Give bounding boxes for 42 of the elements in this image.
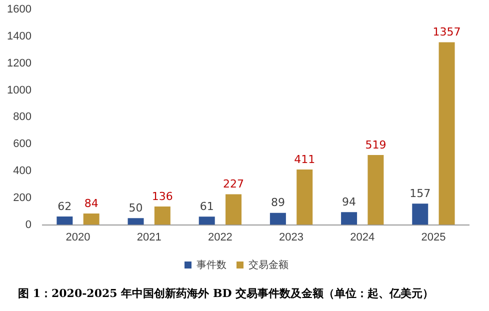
- data-label: 94: [342, 196, 356, 209]
- data-label: 89: [270, 196, 285, 210]
- caption: 图 1：2020-2025 年中国创新药海外 BD 交易事件数及金额（单位：起、亿美元）: [18, 286, 434, 301]
- y-tick-label: 1000: [6, 84, 32, 96]
- x-tick-label: 2022: [208, 231, 232, 244]
- x-tick-label: 2021: [136, 231, 162, 244]
- data-label: 227: [223, 178, 244, 191]
- x-tick-label: 2025: [421, 231, 446, 244]
- data-label: 411: [294, 152, 316, 166]
- x-tick-label: 2020: [66, 231, 90, 244]
- x-tick-label: 2023: [279, 231, 304, 244]
- bar: [83, 214, 100, 225]
- bar: [154, 206, 170, 225]
- y-tick-label: 1600: [6, 4, 32, 16]
- y-tick-label: 0: [25, 218, 32, 231]
- legend-label: 事件数: [196, 258, 226, 271]
- bar: [270, 212, 286, 225]
- bar: [368, 154, 384, 225]
- bar: [198, 216, 215, 225]
- y-tick-label: 400: [13, 165, 32, 178]
- data-label: 1357: [432, 26, 461, 39]
- bar: [412, 204, 428, 225]
- bar: [438, 42, 455, 225]
- data-label: 50: [128, 201, 143, 214]
- bar: [341, 212, 358, 225]
- data-label: 519: [365, 138, 386, 152]
- y-tick-label: 800: [13, 111, 32, 124]
- y-tick-label: 200: [13, 192, 32, 204]
- y-tick-label: 1400: [6, 30, 32, 43]
- bar: [226, 194, 242, 225]
- data-label: 62: [58, 200, 72, 213]
- data-label: 61: [200, 200, 214, 213]
- bar: [296, 170, 313, 225]
- x-tick-label: 2024: [350, 231, 375, 244]
- bar: [56, 216, 73, 225]
- y-tick-label: 600: [13, 138, 32, 150]
- data-label: 84: [84, 196, 98, 210]
- y-tick-label: 1200: [6, 57, 32, 70]
- bar: [128, 218, 144, 225]
- data-label: 157: [410, 187, 431, 200]
- legend-label: 交易金额: [248, 258, 288, 271]
- data-label: 136: [152, 190, 173, 203]
